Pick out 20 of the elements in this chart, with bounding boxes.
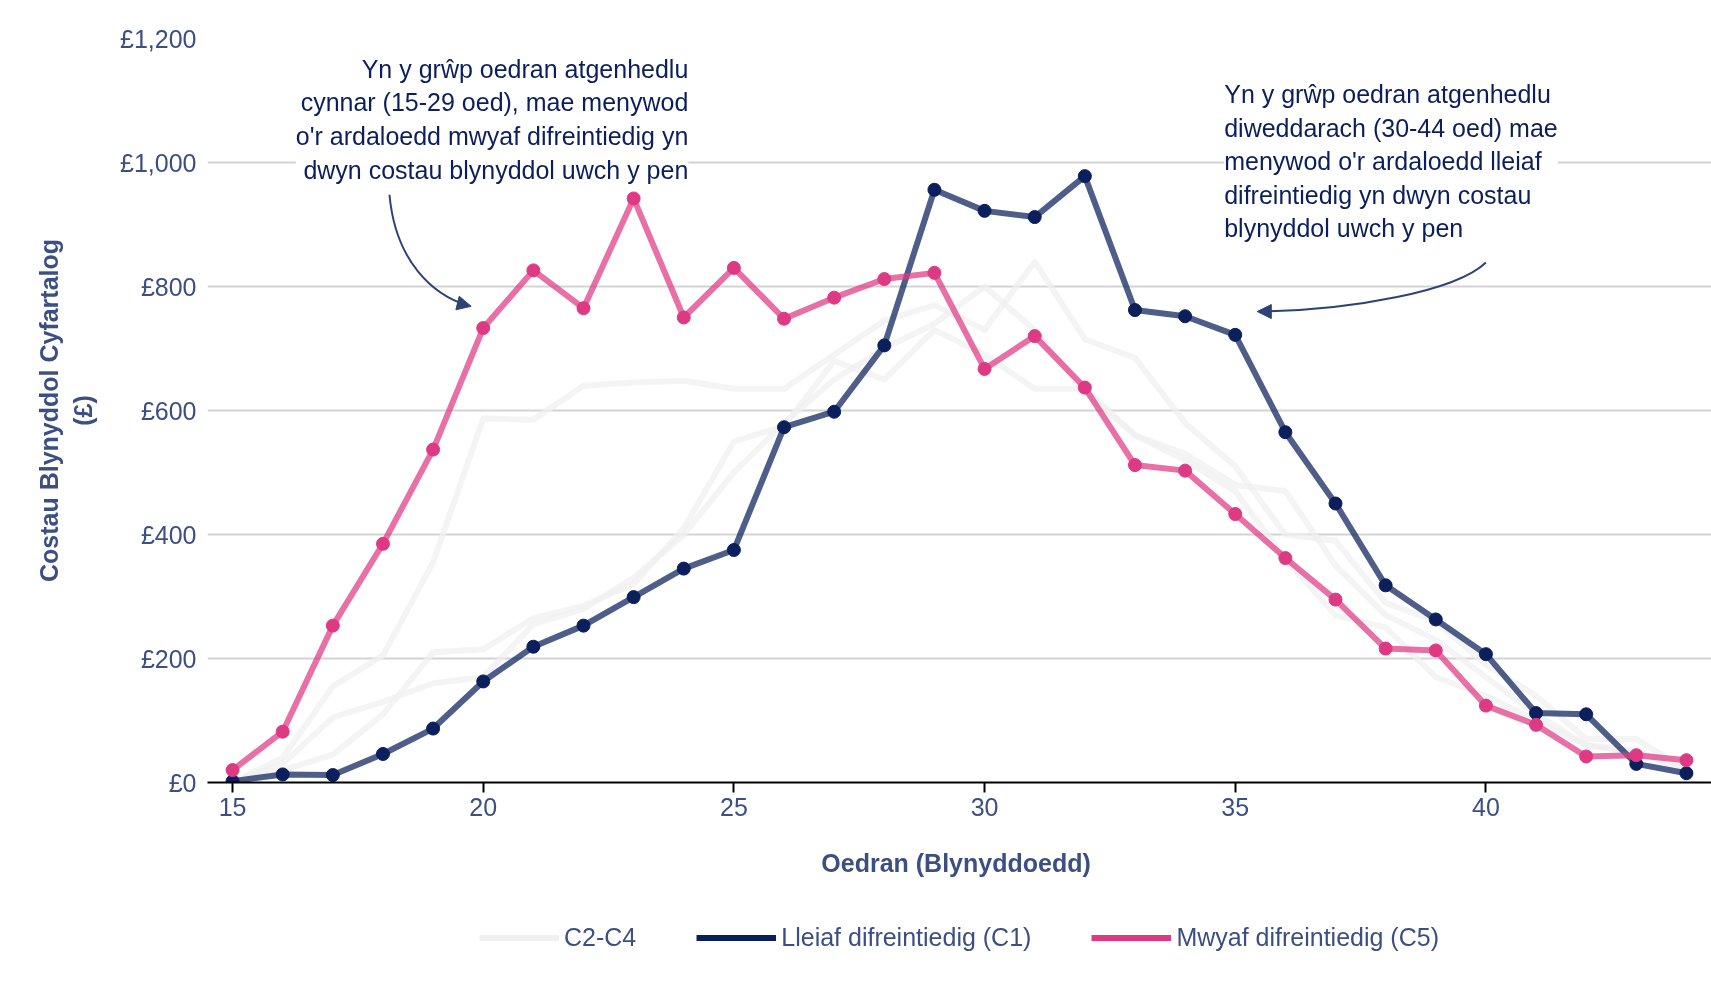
legend-label: C2-C4: [564, 922, 637, 952]
x-tick-label: 40: [1472, 792, 1500, 821]
y-tick-label: £200: [140, 644, 197, 673]
legend-label: Mwyaf difreintiedig (C5): [1176, 922, 1439, 952]
y-tick-label: £800: [140, 272, 197, 301]
x-axis-title: Oedran (Blynyddoedd): [821, 848, 1091, 877]
annotation: Yn y grŵp oedran atgenhedlu cynnar (15-29 oed), mae menywod o'r ardaloedd mwyaf difreintiedig yn dwyn costau blynyddol uwch y pen: [295, 54, 689, 184]
y-axis-title: Costau Blynyddol Cyfartalog (£): [35, 238, 98, 583]
x-tick-label: 25: [720, 792, 748, 821]
y-tick-label: £400: [140, 520, 197, 549]
x-tick-label: 15: [218, 792, 247, 821]
y-tick-label: £1,000: [120, 148, 197, 177]
x-tick-label: 35: [1221, 792, 1250, 821]
y-tick-label: £600: [140, 396, 197, 425]
y-tick-label: £0: [168, 768, 197, 797]
legend-label: Lleiaf difreintiedig (C1): [781, 922, 1032, 952]
annotation: Yn y grŵp oedran atgenhedlu diweddarach (30-44 oed) mae menywod o'r ardaloedd lleiaf difreintiedig yn dwyn costau blynyddol uwch y pen: [1224, 79, 1558, 243]
y-tick-label: £1,200: [120, 24, 197, 53]
x-tick-label: 30: [970, 792, 999, 821]
x-tick-label: 20: [469, 792, 498, 821]
